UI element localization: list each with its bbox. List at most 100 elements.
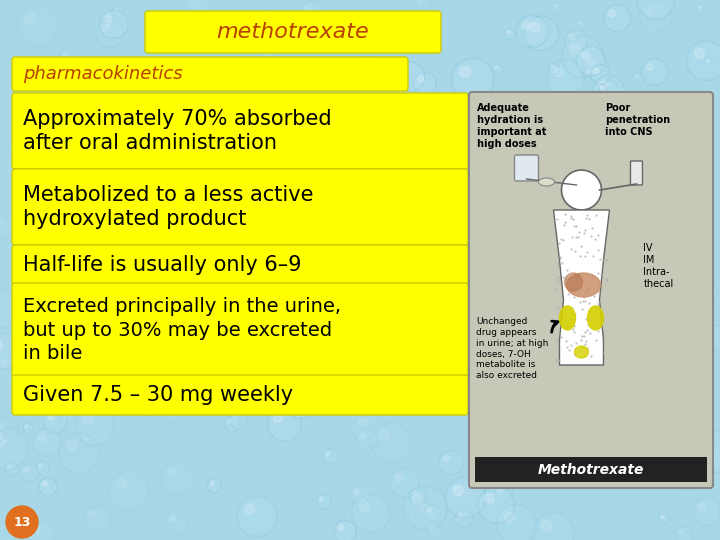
Circle shape xyxy=(663,457,681,476)
Circle shape xyxy=(453,485,464,496)
Circle shape xyxy=(39,181,48,191)
Circle shape xyxy=(472,126,481,136)
Circle shape xyxy=(493,453,513,473)
Circle shape xyxy=(392,470,417,495)
Circle shape xyxy=(380,120,400,140)
Circle shape xyxy=(685,277,711,303)
Circle shape xyxy=(300,379,305,384)
Circle shape xyxy=(168,468,176,476)
Circle shape xyxy=(638,318,642,323)
Circle shape xyxy=(188,166,194,172)
Circle shape xyxy=(359,307,387,336)
Circle shape xyxy=(677,253,685,261)
Circle shape xyxy=(464,365,492,394)
Text: pharmacokinetics: pharmacokinetics xyxy=(23,65,183,83)
Circle shape xyxy=(17,82,20,86)
Circle shape xyxy=(194,192,229,227)
Circle shape xyxy=(453,191,470,208)
Circle shape xyxy=(338,525,344,530)
Circle shape xyxy=(45,411,65,431)
Circle shape xyxy=(418,501,444,527)
Circle shape xyxy=(126,66,137,77)
Circle shape xyxy=(141,232,152,242)
Circle shape xyxy=(593,211,627,245)
Circle shape xyxy=(6,464,17,475)
Circle shape xyxy=(659,166,664,171)
Circle shape xyxy=(251,178,284,212)
Circle shape xyxy=(585,67,599,82)
Circle shape xyxy=(382,335,391,345)
Circle shape xyxy=(688,131,702,145)
Circle shape xyxy=(6,506,38,538)
Circle shape xyxy=(480,489,512,521)
Circle shape xyxy=(647,64,653,71)
Circle shape xyxy=(125,155,154,184)
Circle shape xyxy=(288,370,294,377)
Circle shape xyxy=(696,142,708,154)
Circle shape xyxy=(181,301,210,329)
Circle shape xyxy=(120,390,140,410)
FancyBboxPatch shape xyxy=(12,169,468,245)
Circle shape xyxy=(2,360,6,363)
Circle shape xyxy=(573,381,577,385)
Circle shape xyxy=(66,343,71,348)
Circle shape xyxy=(658,244,666,251)
Circle shape xyxy=(661,516,664,518)
Circle shape xyxy=(402,33,409,40)
Circle shape xyxy=(550,264,556,269)
Circle shape xyxy=(102,370,110,379)
Circle shape xyxy=(657,442,667,452)
Circle shape xyxy=(99,230,117,247)
Circle shape xyxy=(105,23,114,32)
Circle shape xyxy=(83,415,93,424)
Circle shape xyxy=(685,301,690,307)
Circle shape xyxy=(415,73,434,93)
Circle shape xyxy=(572,129,589,146)
Circle shape xyxy=(307,227,320,239)
Circle shape xyxy=(338,288,364,314)
Circle shape xyxy=(102,25,109,32)
Circle shape xyxy=(542,268,546,272)
Circle shape xyxy=(164,464,192,492)
Circle shape xyxy=(379,235,389,245)
Circle shape xyxy=(309,228,312,232)
Circle shape xyxy=(410,489,426,504)
Circle shape xyxy=(554,240,567,254)
Circle shape xyxy=(262,252,267,256)
Circle shape xyxy=(647,99,654,105)
Circle shape xyxy=(363,312,372,320)
Circle shape xyxy=(98,258,106,266)
Circle shape xyxy=(26,202,33,209)
Circle shape xyxy=(269,409,300,439)
Circle shape xyxy=(538,407,554,423)
Circle shape xyxy=(585,56,607,78)
Circle shape xyxy=(212,240,220,248)
Circle shape xyxy=(466,280,479,293)
Circle shape xyxy=(586,258,593,266)
Circle shape xyxy=(162,350,181,368)
Circle shape xyxy=(695,288,698,292)
Circle shape xyxy=(168,275,181,289)
Circle shape xyxy=(395,474,403,481)
Circle shape xyxy=(685,366,688,368)
Circle shape xyxy=(240,499,274,534)
Circle shape xyxy=(500,102,509,111)
Circle shape xyxy=(634,273,637,276)
Circle shape xyxy=(634,73,644,84)
Circle shape xyxy=(706,59,709,62)
Circle shape xyxy=(14,309,39,334)
Circle shape xyxy=(568,382,580,393)
Circle shape xyxy=(102,232,107,238)
Circle shape xyxy=(467,122,499,154)
Circle shape xyxy=(157,306,161,310)
Circle shape xyxy=(570,383,573,387)
FancyBboxPatch shape xyxy=(631,161,642,185)
Circle shape xyxy=(86,145,89,147)
Circle shape xyxy=(625,309,651,335)
Circle shape xyxy=(67,441,77,451)
Circle shape xyxy=(474,333,482,342)
Circle shape xyxy=(436,133,456,153)
Circle shape xyxy=(169,393,172,395)
Circle shape xyxy=(212,124,220,132)
Circle shape xyxy=(179,342,210,373)
